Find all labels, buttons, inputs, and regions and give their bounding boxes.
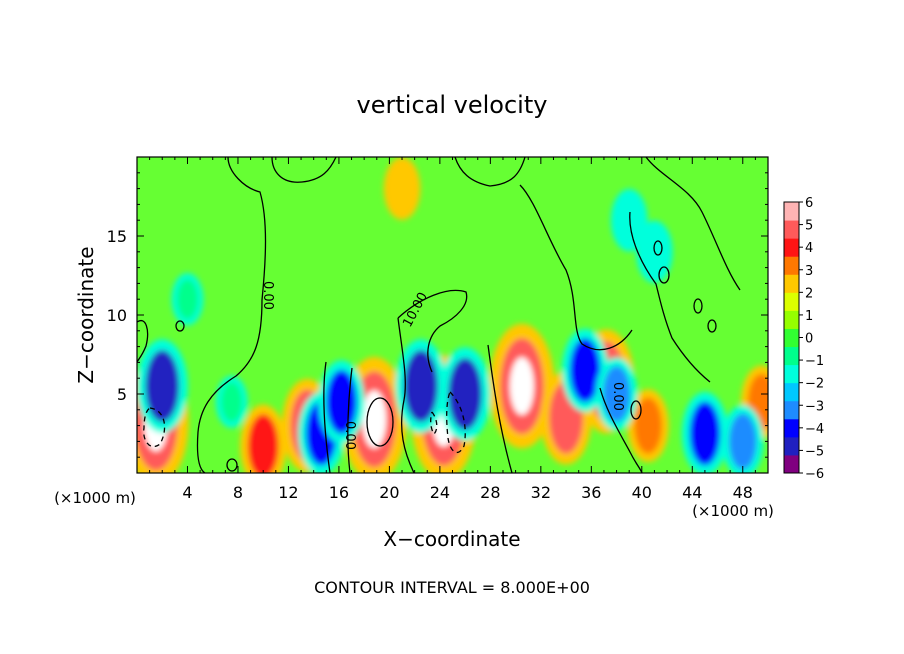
y-unit-label: (×1000 m)	[54, 489, 136, 507]
x-axis-label: X−coordinate	[383, 527, 520, 551]
axis-ticks	[137, 157, 768, 473]
anomaly-peak	[509, 357, 534, 415]
colorbar-tick-label: 4	[805, 241, 813, 256]
y-axis-label: Z−coordinate	[74, 246, 98, 383]
x-tick-label: 12	[278, 483, 298, 502]
anomaly-core	[221, 381, 243, 422]
anomaly-core	[448, 358, 483, 430]
contour-line	[430, 411, 438, 436]
contour-line	[271, 157, 337, 183]
x-tick-label: 32	[531, 483, 551, 502]
colorbar-band	[784, 220, 799, 239]
anomaly-core	[602, 366, 631, 422]
anomaly-core	[389, 164, 415, 213]
contour-line	[454, 157, 526, 187]
contour-line	[645, 157, 741, 291]
anomaly-core	[569, 338, 601, 403]
colorbar-tick-label: 2	[805, 286, 813, 301]
contour-line	[629, 211, 711, 383]
colorbar-band	[784, 364, 799, 384]
contour-label: 0.00	[610, 382, 625, 411]
contour-line	[707, 319, 717, 333]
colorbar-band	[784, 328, 799, 348]
colorbar-tick-label: 3	[805, 264, 813, 279]
contour-label: 0.00	[260, 281, 275, 310]
anomaly-core	[634, 397, 662, 454]
colorbar-band	[784, 292, 799, 311]
x-tick-label: 4	[182, 483, 192, 502]
x-tick-label: 28	[480, 483, 500, 502]
contour-line	[630, 400, 642, 420]
contour-line	[487, 344, 513, 473]
anomaly-core	[689, 401, 721, 466]
anomaly-core	[728, 413, 757, 470]
contour-line	[658, 266, 670, 284]
contour-interval-footer: CONTOUR INTERVAL = 8.000E+00	[314, 578, 590, 597]
colorbar-band	[784, 382, 799, 402]
colorbar-band	[784, 346, 799, 366]
colorbar-band	[784, 310, 799, 329]
x-tick-label: 44	[682, 483, 702, 502]
chart-title: vertical velocity	[357, 91, 548, 119]
contour-line	[653, 240, 663, 256]
colorbar-band	[784, 238, 799, 257]
contour-line	[347, 367, 353, 473]
contour-lines	[137, 157, 741, 473]
anomaly-core	[616, 196, 642, 245]
anomaly-core	[145, 350, 180, 423]
contour-line	[196, 157, 267, 473]
colorbar-tick-label: −5	[805, 444, 824, 459]
y-tick-label: 15	[107, 227, 127, 246]
contour-line	[446, 391, 466, 454]
x-tick-label: 40	[632, 483, 652, 502]
x-tick-label: 48	[733, 483, 753, 502]
contour-line	[519, 184, 633, 351]
contour-line	[397, 317, 415, 473]
colorbar-tick-label: −3	[805, 399, 824, 414]
colorbar: 6 5 4 3 2 1 0 −1 −2 −3 −4 −5 −6	[783, 196, 824, 482]
x-tick-label: 36	[581, 483, 601, 502]
contour-line	[175, 320, 185, 332]
contour-line	[366, 397, 394, 447]
x-tick-label: 20	[379, 483, 399, 502]
colorbar-tick-label: 0	[805, 332, 813, 347]
colorbar-tick-label: 1	[805, 309, 813, 324]
anomaly-core	[247, 414, 279, 473]
colorbar-tick-label: −1	[805, 354, 824, 369]
contour-line	[226, 458, 238, 472]
colorbar-band	[784, 256, 799, 275]
colorbar-tick-label: −2	[805, 377, 824, 392]
colorbar-band	[784, 436, 799, 456]
x-unit-label: (×1000 m)	[692, 502, 774, 520]
anomaly-core	[176, 279, 199, 320]
contour-line	[143, 407, 166, 448]
x-tick-label: 8	[233, 483, 243, 502]
y-tick-label: 10	[107, 306, 127, 325]
y-tick-label: 5	[117, 385, 127, 404]
colorbar-tick-label: −4	[805, 422, 824, 437]
plot-area: 0.00 10.00 0.00 0.00 4 8 12 16 20 24 28 32 36 40 4…	[107, 156, 769, 502]
colorbar-tick-label: −6	[805, 467, 824, 482]
contour-line	[397, 289, 468, 373]
anomaly-core	[403, 350, 438, 423]
feature-layer	[137, 157, 768, 473]
x-tick-label: 16	[329, 483, 349, 502]
x-tick-label: 24	[430, 483, 450, 502]
contour-line	[137, 320, 149, 363]
colorbar-tick-label: 6	[805, 196, 813, 211]
contour-line	[599, 387, 643, 473]
contour-line	[693, 298, 703, 314]
colorbar-band	[784, 418, 799, 438]
contour-label: 0.00	[342, 421, 357, 450]
colorbar-band	[784, 454, 799, 474]
colorbar-tick-label: 5	[805, 219, 813, 234]
colorbar-band	[784, 400, 799, 420]
colorbar-band	[784, 202, 799, 221]
contour-line	[323, 361, 331, 473]
colorbar-band	[784, 274, 799, 293]
anomaly-core	[326, 369, 357, 434]
